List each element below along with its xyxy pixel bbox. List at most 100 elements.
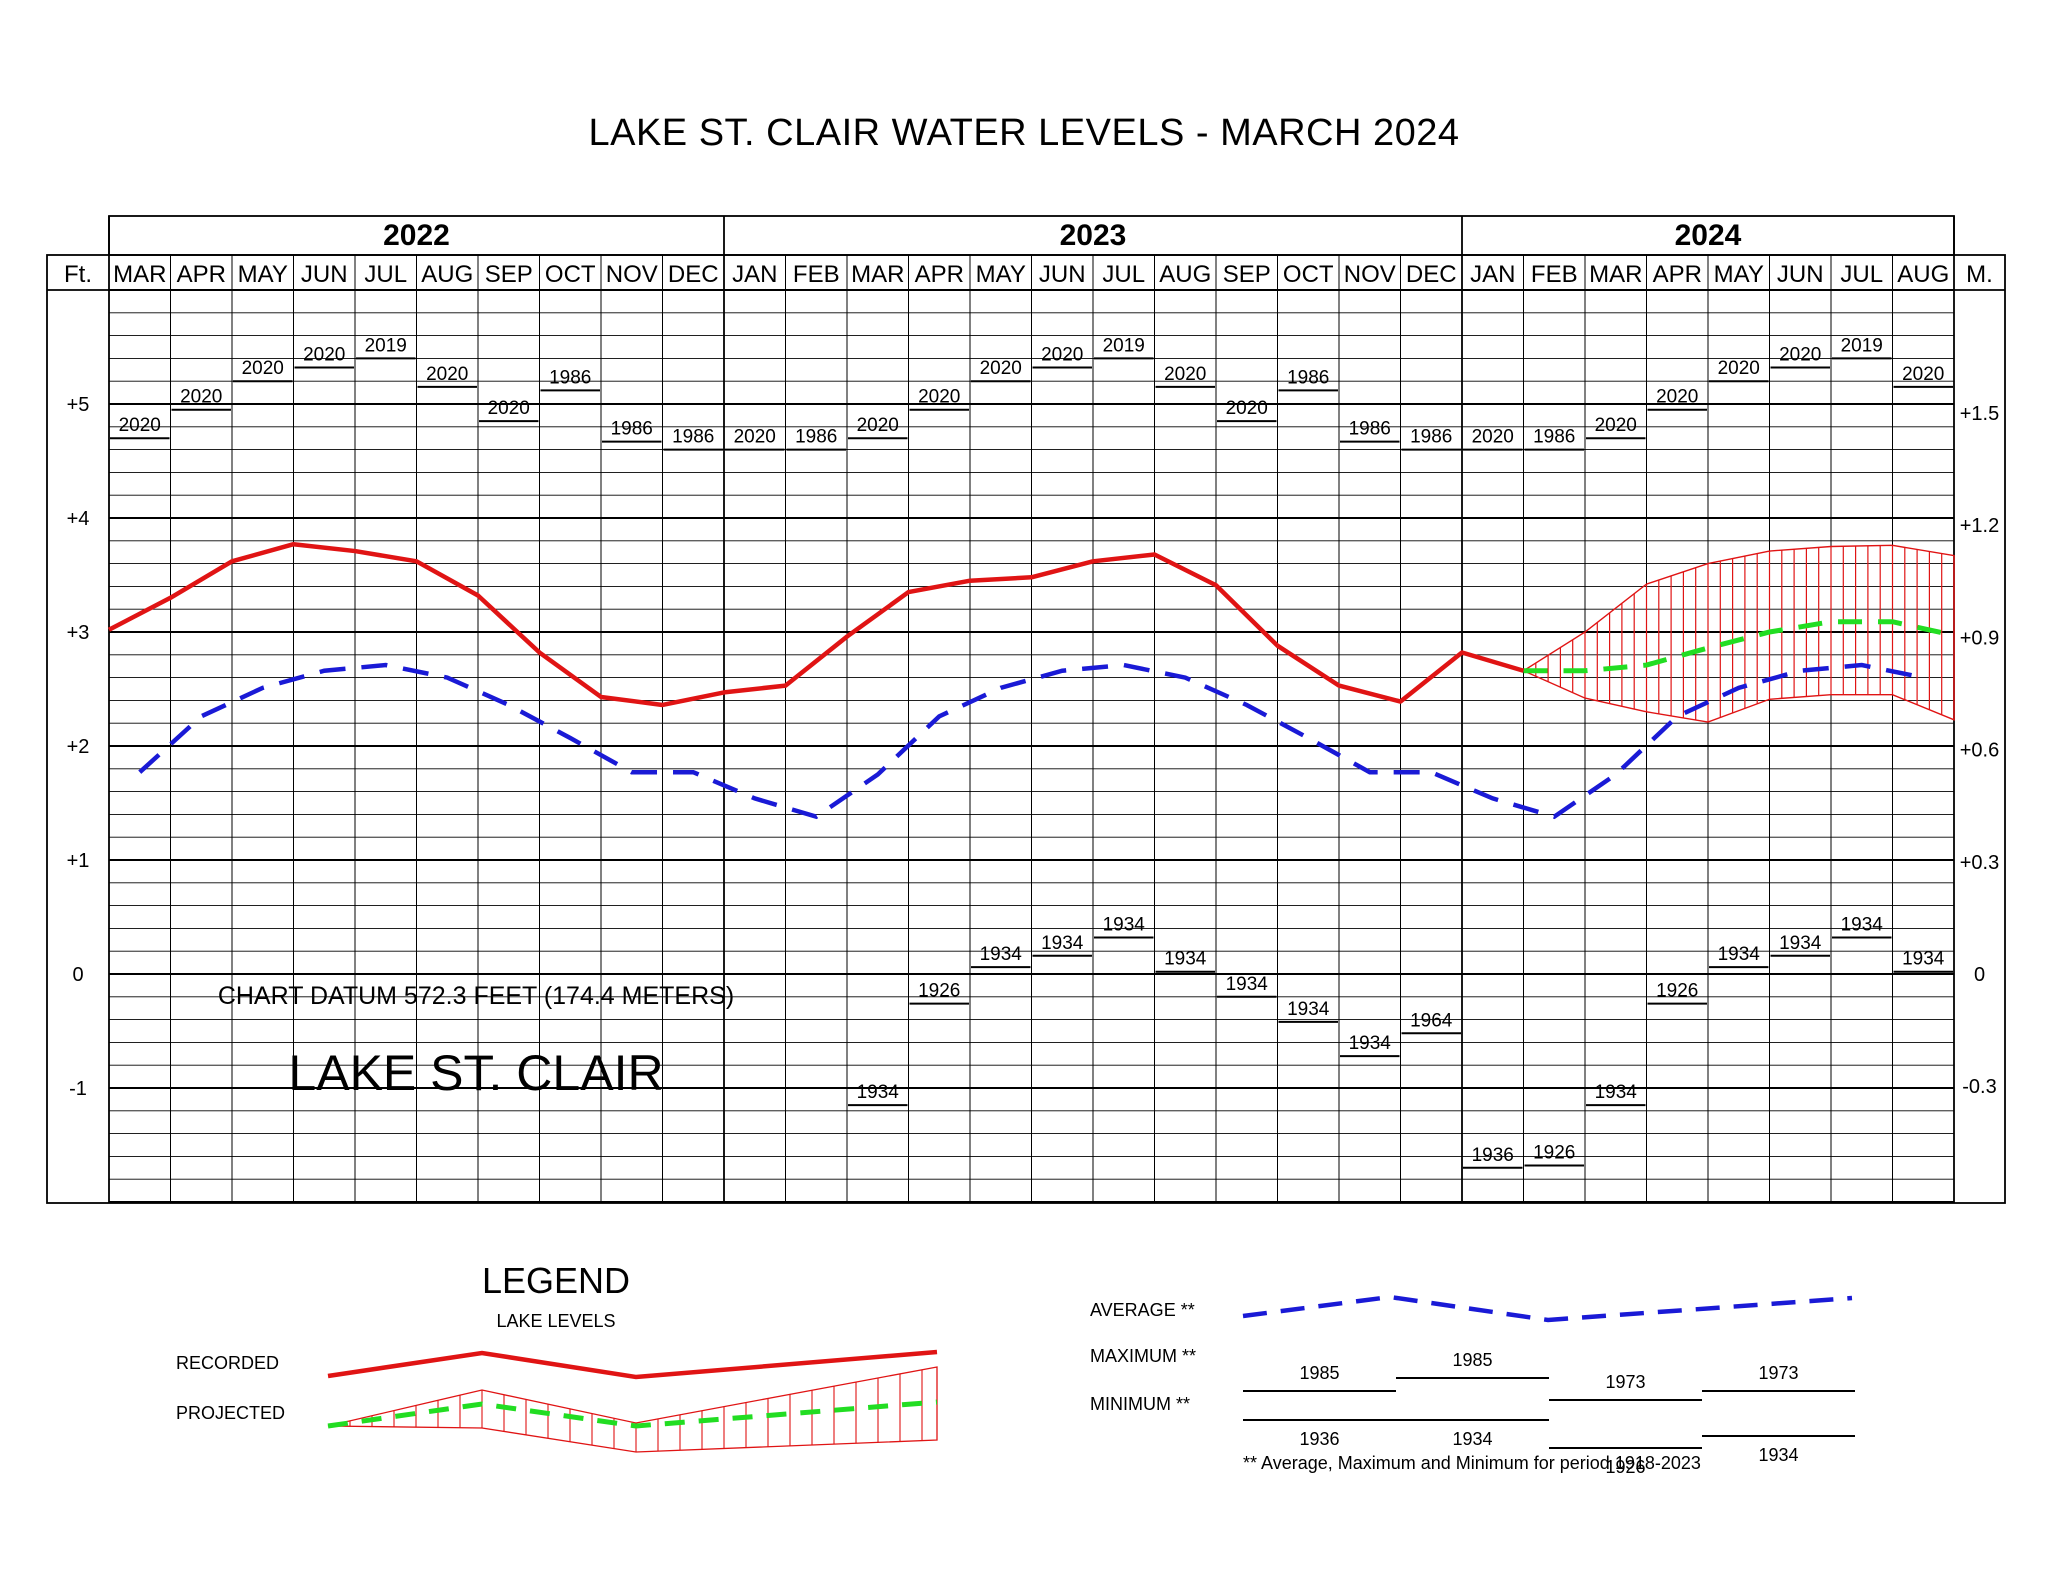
- legend-maximum-label: MAXIMUM **: [1090, 1346, 1196, 1366]
- chart-title: LAKE ST. CLAIR WATER LEVELS - MARCH 2024: [588, 112, 1460, 154]
- month-label: AUG: [421, 261, 473, 288]
- month-label: MAY: [1714, 261, 1764, 288]
- month-label: NOV: [1344, 261, 1396, 288]
- maximum-year-label: 1986: [672, 427, 714, 448]
- minimum-year-label: 1934: [1103, 915, 1146, 936]
- minimum-year-label: 1926: [1656, 981, 1698, 1002]
- maximum-year-label: 2020: [488, 398, 530, 419]
- maximum-year-label: 2020: [1656, 387, 1698, 408]
- minimum-year-label: 1926: [918, 981, 960, 1002]
- maximum-year-label: 2019: [1841, 335, 1883, 356]
- right-tick-label: 0: [1974, 964, 1985, 986]
- left-unit-label: Ft.: [64, 261, 92, 288]
- left-tick-label: +3: [67, 622, 90, 644]
- maximum-year-label: 1986: [1410, 427, 1452, 448]
- month-label: MAY: [976, 261, 1026, 288]
- right-unit-label: M.: [1966, 261, 1993, 288]
- legend-maximum-year: 1973: [1758, 1363, 1798, 1383]
- month-label: APR: [1653, 261, 1702, 288]
- legend-minimum-year: 1926: [1605, 1457, 1645, 1477]
- legend-minimum-year: 1936: [1299, 1429, 1339, 1449]
- legend-average-swatch: [1242, 1294, 1853, 1323]
- minimum-year-label: 1934: [1349, 1033, 1392, 1054]
- maximum-year-label: 2020: [1041, 345, 1083, 366]
- minimum-year-label: 1926: [1533, 1143, 1575, 1164]
- month-label: SEP: [1223, 261, 1271, 288]
- lake-name-label: LAKE ST. CLAIR: [288, 1045, 663, 1101]
- maximum-year-label: 2020: [1595, 415, 1637, 436]
- maximum-year-label: 2020: [1226, 398, 1268, 419]
- maximum-year-label: 2020: [1779, 345, 1821, 366]
- minimum-year-label: 1934: [1902, 949, 1945, 970]
- maximum-year-label: 2020: [119, 415, 161, 436]
- legend-average-label: AVERAGE **: [1090, 1300, 1195, 1320]
- right-tick-label: +0.9: [1960, 627, 1999, 649]
- minimum-year-label: 1964: [1410, 1010, 1453, 1031]
- year-label: 2022: [383, 219, 450, 252]
- recorded-series-line: [107, 541, 1525, 708]
- maximum-year-label: 2020: [1472, 427, 1514, 448]
- projected-series-line: [1523, 619, 1955, 674]
- legend-maximum-year: 1985: [1452, 1350, 1492, 1370]
- minimum-year-label: 1934: [1164, 949, 1207, 970]
- minimum-year-label: 1934: [1041, 933, 1084, 954]
- projected-range-band: [1522, 544, 1955, 723]
- maximum-year-label: 2019: [365, 335, 407, 356]
- maximum-year-label: 1986: [611, 419, 653, 440]
- maximum-year-label: 2020: [734, 427, 776, 448]
- maximum-year-label: 1986: [1533, 427, 1575, 448]
- maximum-year-label: 1986: [549, 367, 591, 388]
- month-label: FEB: [1531, 261, 1578, 288]
- right-tick-label: +0.3: [1960, 852, 1999, 874]
- legend-projected-label: PROJECTED: [176, 1403, 285, 1423]
- right-tick-label: -0.3: [1962, 1076, 1996, 1098]
- month-label: OCT: [545, 261, 596, 288]
- month-label: MAR: [1589, 261, 1642, 288]
- month-label: MAY: [238, 261, 288, 288]
- left-tick-label: +5: [67, 394, 90, 416]
- month-label: OCT: [1283, 261, 1334, 288]
- left-tick-label: +2: [67, 736, 90, 758]
- legend-recorded-swatch: [327, 1349, 938, 1380]
- maximum-year-label: 2020: [1164, 364, 1206, 385]
- maximum-year-label: 2020: [303, 345, 345, 366]
- maximum-year-label: 2020: [857, 415, 899, 436]
- legend-minimum-label: MINIMUM **: [1090, 1394, 1190, 1414]
- month-label: JUN: [1777, 261, 1824, 288]
- maximum-year-label: 1986: [1349, 419, 1391, 440]
- month-label: APR: [915, 261, 964, 288]
- maximum-year-label: 2020: [1902, 364, 1944, 385]
- chart-frame: [46, 254, 2006, 1204]
- legend-title: LEGEND: [482, 1260, 630, 1301]
- month-label: JUN: [1039, 261, 1086, 288]
- month-label: AUG: [1159, 261, 1211, 288]
- month-label: JUL: [1102, 261, 1145, 288]
- legend-footnote: ** Average, Maximum and Minimum for peri…: [1243, 1453, 1701, 1473]
- month-label: APR: [177, 261, 226, 288]
- year-label: 2023: [1060, 219, 1127, 252]
- minimum-year-label: 1934: [1595, 1082, 1638, 1103]
- right-tick-label: +0.6: [1960, 740, 1999, 762]
- legend-maximum-year: 1973: [1605, 1372, 1645, 1392]
- chart-datum-note: CHART DATUM 572.3 FEET (174.4 METERS): [218, 982, 734, 1010]
- minimum-year-label: 1936: [1472, 1145, 1514, 1166]
- month-label: FEB: [793, 261, 840, 288]
- maximum-year-label: 2020: [180, 387, 222, 408]
- month-label: DEC: [668, 261, 719, 288]
- legend-projected-swatch: [327, 1399, 938, 1429]
- minimum-year-label: 1934: [1718, 944, 1761, 965]
- left-tick-label: -1: [69, 1078, 87, 1100]
- maximum-year-label: 1986: [1287, 367, 1329, 388]
- month-label: NOV: [606, 261, 658, 288]
- legend-maximum-year: 1985: [1299, 1363, 1339, 1383]
- minimum-year-label: 1934: [980, 944, 1023, 965]
- left-tick-label: +4: [67, 508, 90, 530]
- month-label: JAN: [732, 261, 777, 288]
- maximum-year-label: 1986: [795, 427, 837, 448]
- minimum-year-label: 1934: [1779, 933, 1822, 954]
- left-tick-label: +1: [67, 850, 90, 872]
- legend-recorded-label: RECORDED: [176, 1353, 279, 1373]
- maximum-year-label: 2020: [242, 358, 284, 379]
- minimum-year-label: 1934: [1226, 974, 1269, 995]
